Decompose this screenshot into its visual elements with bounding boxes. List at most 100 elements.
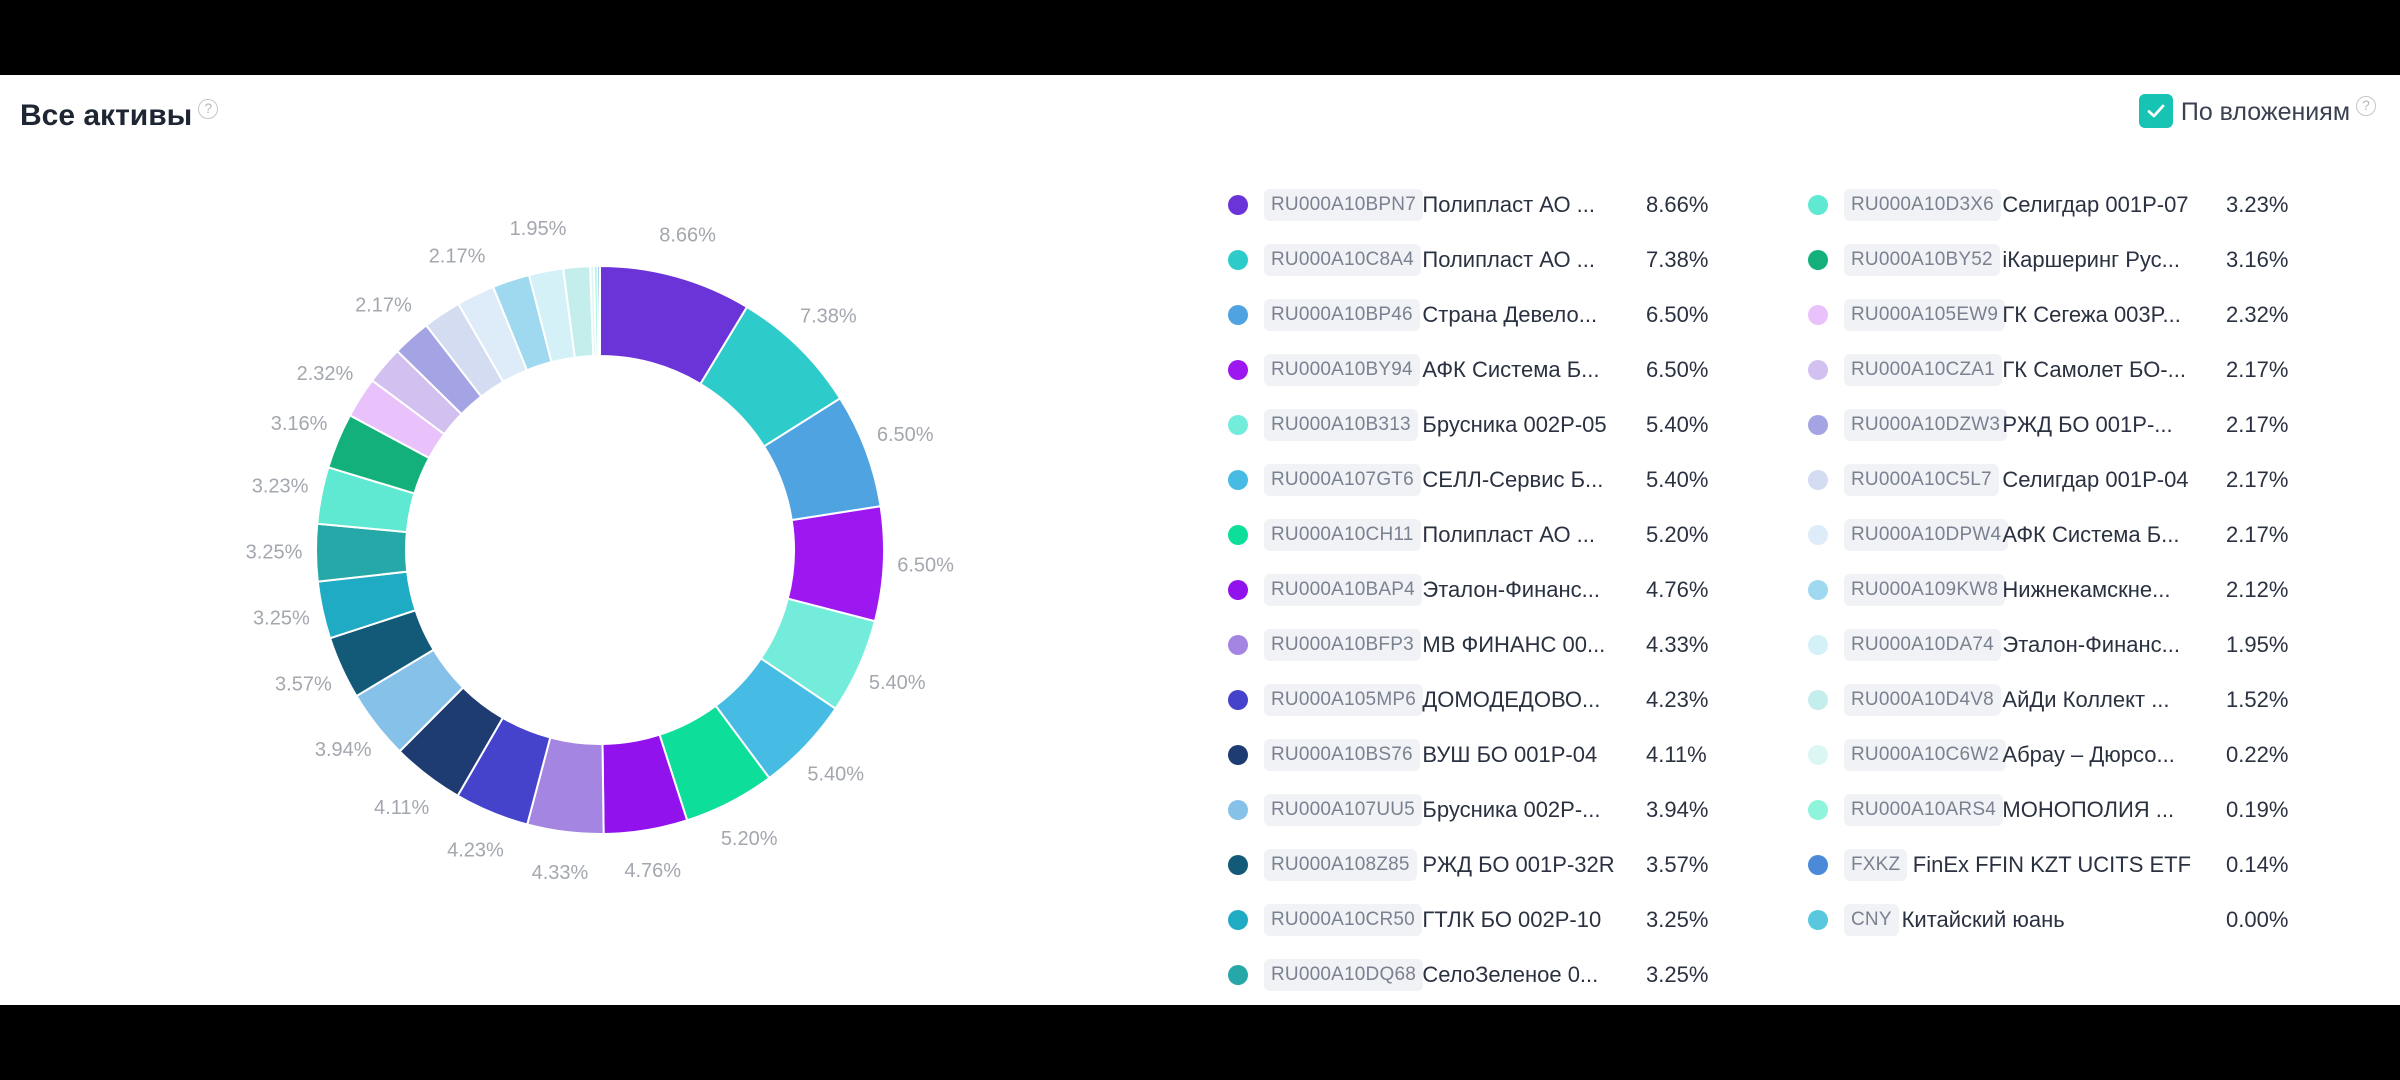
legend-name: МВ ФИНАНС 00... — [1422, 632, 1606, 657]
legend-dot — [1808, 305, 1828, 325]
legend-item[interactable]: RU000A10C8A4 Полипласт АО ... 7.38% — [1228, 241, 1726, 279]
legend-name: Страна Девело... — [1422, 302, 1598, 327]
legend-dot — [1228, 250, 1248, 270]
legend-name: Брусника 002P-05 — [1422, 412, 1607, 437]
by-investment-checkbox[interactable] — [2138, 94, 2173, 128]
legend-dot — [1808, 195, 1828, 215]
legend-ticker: RU000A10DPW4 — [1844, 519, 2009, 551]
legend-item[interactable]: RU000A10CZA1 ГК Самолет БО-... 2.17% — [1808, 351, 2306, 389]
legend-ticker: RU000A10D3X6 — [1844, 189, 2001, 221]
slice-data-label: 1.95% — [510, 218, 567, 240]
legend-dot — [1808, 250, 1828, 270]
slice-data-label: 4.33% — [532, 862, 589, 884]
legend-percent: 3.94% — [1646, 797, 1709, 822]
slice-data-label: 4.11% — [374, 797, 429, 819]
legend-item[interactable]: RU000A10BAP4 Эталон-Финанс... 4.76% — [1228, 571, 1726, 609]
legend-name: ГТЛК БО 002P-10 — [1422, 907, 1602, 932]
legend-ticker: RU000A107GT6 — [1264, 464, 1421, 496]
slice-data-label: 3.94% — [315, 739, 372, 761]
legend-name: ДОМОДЕДОВО... — [1422, 687, 1601, 712]
help-icon[interactable]: ? — [2356, 96, 2376, 116]
legend-item[interactable]: RU000A107GT6 СЕЛЛ-Сервис Б... 5.40% — [1228, 461, 1726, 499]
legend-dot — [1808, 525, 1828, 545]
legend-item[interactable]: RU000A10C6W2 Абрау – Дюрсо... 0.22% — [1808, 736, 2306, 774]
slice-data-label: 5.40% — [869, 672, 926, 694]
legend-ticker: RU000A109KW8 — [1844, 574, 2006, 606]
slice-data-label: 2.32% — [297, 363, 354, 385]
legend-name: Полипласт АО ... — [1422, 247, 1596, 272]
legend-item[interactable]: RU000A10BS76 ВУШ БО 001P-04 4.11% — [1228, 736, 1726, 774]
legend-item[interactable]: RU000A105EW9 ГК Сегежа 003P... 2.32% — [1808, 296, 2306, 334]
legend-name: Китайский юань — [1901, 907, 2065, 932]
legend-percent: 5.40% — [1646, 467, 1709, 492]
legend-item[interactable]: RU000A10CR50 ГТЛК БО 002P-10 3.25% — [1228, 901, 1726, 939]
legend-item[interactable]: RU000A10C5L7 Селигдар 001P-04 2.17% — [1808, 461, 2306, 499]
legend-item[interactable]: RU000A10DZW3 РЖД БО 001P-... 2.17% — [1808, 406, 2306, 444]
legend-name: РЖД БО 001P-... — [2002, 412, 2173, 437]
slice-data-label: 5.40% — [807, 763, 864, 785]
legend-item[interactable]: RU000A10BY94 АФК Система Б... 6.50% — [1228, 351, 1726, 389]
legend-ticker: RU000A10C8A4 — [1264, 244, 1421, 276]
legend-percent: 1.52% — [2226, 687, 2289, 712]
legend-item[interactable]: RU000A10D4V8 АйДи Коллект ... 1.52% — [1808, 681, 2306, 719]
legend-ticker: RU000A10BFP3 — [1264, 629, 1421, 661]
legend-item[interactable]: RU000A10DA74 Эталон-Финанс... 1.95% — [1808, 626, 2306, 664]
legend-ticker: RU000A10DQ68 — [1264, 959, 1423, 991]
legend-dot — [1228, 800, 1248, 820]
legend-ticker: RU000A108Z85 — [1264, 849, 1417, 881]
legend-item[interactable]: CNY Китайский юань 0.00% — [1808, 901, 2306, 939]
legend-dot — [1808, 800, 1828, 820]
legend-name: Полипласт АО ... — [1422, 192, 1596, 217]
legend-item[interactable]: FXKZ FinEx FFIN KZT UCITS ETF 0.14% — [1808, 846, 2306, 884]
legend-item[interactable]: RU000A10CH11 Полипласт АО ... 5.20% — [1228, 516, 1726, 554]
legend-ticker: RU000A10D4V8 — [1844, 684, 2001, 716]
legend-item[interactable]: RU000A109KW8 Нижнекамскне... 2.12% — [1808, 571, 2306, 609]
legend-name: АФК Система Б... — [1422, 357, 1600, 382]
legend-item[interactable]: RU000A10DQ68 СелоЗеленое 0... 3.25% — [1228, 956, 1726, 994]
by-investment-label: По вложениям — [2180, 98, 2350, 126]
legend-item[interactable]: RU000A107UU5 Брусника 002P-... 3.94% — [1228, 791, 1726, 829]
legend-ticker: RU000A10DA74 — [1844, 629, 2001, 661]
checkmark-icon — [2147, 104, 2165, 118]
slice-data-label: 4.23% — [447, 840, 504, 862]
legend-percent: 2.12% — [2226, 577, 2289, 602]
legend-item[interactable]: RU000A10BY52 iКаршеринг Рус... 3.16% — [1808, 241, 2306, 279]
legend-dot — [1808, 745, 1828, 765]
legend-dot — [1808, 360, 1828, 380]
legend-dot — [1228, 635, 1248, 655]
legend-percent: 7.38% — [1646, 247, 1709, 272]
by-investment-toggle[interactable]: По вложениям ? — [2138, 94, 2376, 128]
legend-item[interactable]: RU000A10DPW4 АФК Система Б... 2.17% — [1808, 516, 2306, 554]
legend-ticker: RU000A107UU5 — [1264, 794, 1422, 826]
legend-dot — [1808, 470, 1828, 490]
legend-name: АФК Система Б... — [2002, 522, 2180, 547]
legend-dot — [1808, 910, 1828, 930]
legend-item[interactable]: RU000A108Z85 РЖД БО 001P-32R 3.57% — [1228, 846, 1726, 884]
legend-percent: 3.25% — [1646, 907, 1709, 932]
legend-dot — [1228, 690, 1248, 710]
legend-item[interactable]: RU000A10BPN7 Полипласт АО ... 8.66% — [1228, 186, 1726, 224]
slice-data-label: 3.57% — [275, 674, 332, 696]
legend-name: Абрау – Дюрсо... — [2002, 742, 2175, 767]
legend-percent: 6.50% — [1646, 357, 1709, 382]
legend-item[interactable]: RU000A10B313 Брусника 002P-05 5.40% — [1228, 406, 1726, 444]
legend-item[interactable]: RU000A10BP46 Страна Девело... 6.50% — [1228, 296, 1726, 334]
legend-dot — [1228, 360, 1248, 380]
legend-dot — [1228, 525, 1248, 545]
legend-ticker: RU000A105MP6 — [1264, 684, 1423, 716]
legend-percent: 6.50% — [1646, 302, 1709, 327]
legend-item[interactable]: RU000A10ARS4 МОНОПОЛИЯ ... 0.19% — [1808, 791, 2306, 829]
legend-item[interactable]: RU000A10D3X6 Селигдар 001P-07 3.23% — [1808, 186, 2306, 224]
legend-name: Эталон-Финанс... — [1422, 577, 1600, 602]
page-title: Все активы ? — [20, 99, 219, 133]
legend-item[interactable]: RU000A105MP6 ДОМОДЕДОВО... 4.23% — [1228, 681, 1726, 719]
slice-data-label: 7.38% — [800, 306, 857, 328]
legend-percent: 4.23% — [1646, 687, 1709, 712]
donut-slice[interactable] — [315, 522, 409, 583]
donut-slice[interactable] — [596, 264, 601, 358]
legend-percent: 0.19% — [2226, 797, 2289, 822]
legend-item[interactable]: RU000A10BFP3 МВ ФИНАНС 00... 4.33% — [1228, 626, 1726, 664]
help-icon[interactable]: ? — [198, 99, 219, 119]
legend-dot — [1808, 690, 1828, 710]
legend-ticker: RU000A10C6W2 — [1844, 739, 2007, 771]
